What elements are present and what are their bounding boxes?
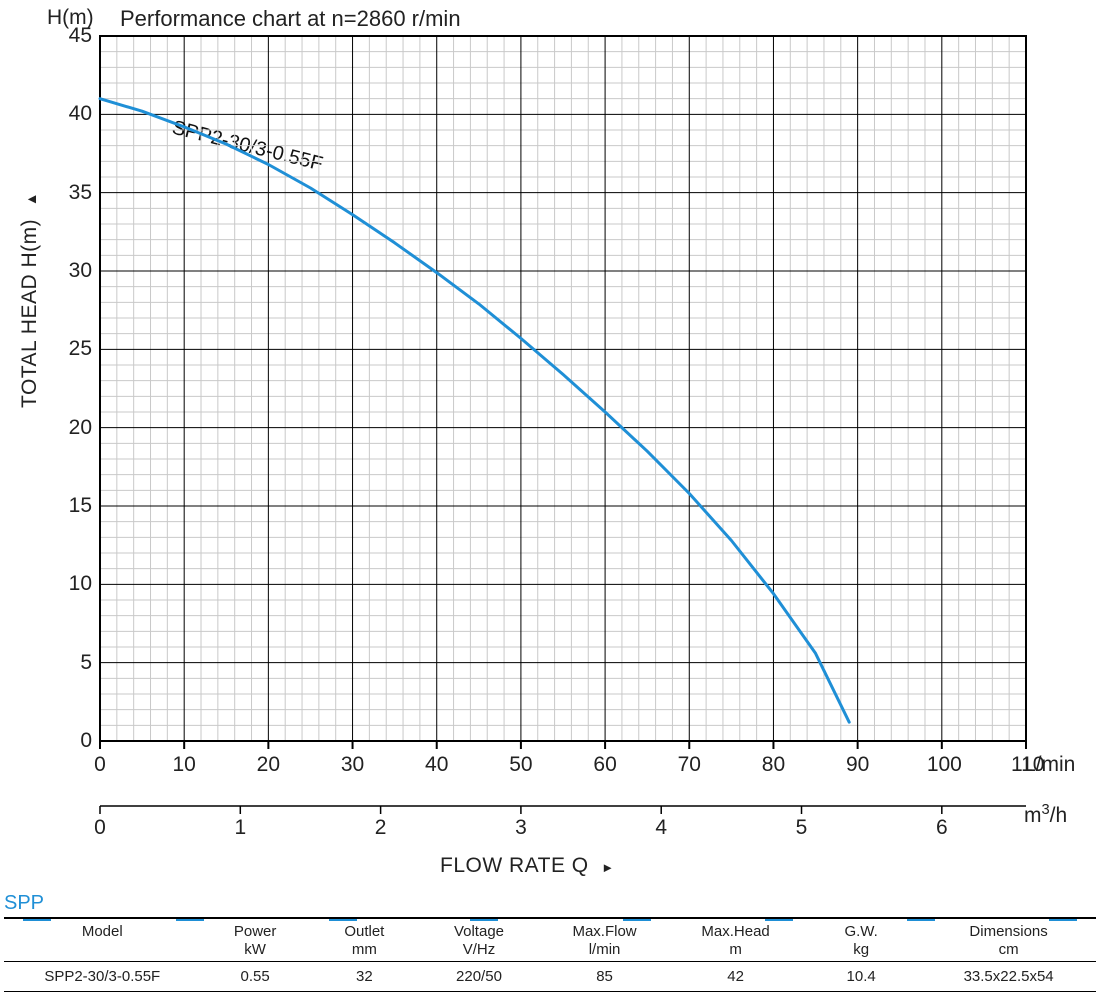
x2-tick-label: 1 [230, 816, 250, 840]
table-title: SPP [4, 892, 1096, 915]
x1-tick-label: 110 [1011, 753, 1041, 777]
y-tick-label: 10 [69, 572, 92, 596]
x2-tick-label: 3 [511, 816, 531, 840]
table-cell: 42 [670, 962, 801, 992]
page-root: H(m) Performance chart at n=2860 r/min T… [0, 0, 1101, 983]
x1-tick-label: 50 [506, 753, 536, 777]
table-header-cell: Dimensionscm [921, 919, 1096, 961]
x1-tick-label: 60 [590, 753, 620, 777]
x1-tick-label: 30 [338, 753, 368, 777]
x1-tick-label: 0 [85, 753, 115, 777]
spec-table: Model PowerkWOutletmmVoltageV/HzMax.Flow… [4, 919, 1096, 992]
x2-tick-label: 5 [792, 816, 812, 840]
table-cell: 85 [539, 962, 670, 992]
table-header-cell: Max.Flowl/min [539, 919, 670, 961]
x1-tick-label: 40 [422, 753, 452, 777]
y-tick-label: 15 [69, 494, 92, 518]
performance-chart [0, 0, 1101, 880]
spec-table-section: SPP Model PowerkWOutletmmVoltageV/HzMax.… [4, 892, 1096, 992]
x1-tick-label: 70 [674, 753, 704, 777]
x1-tick-label: 20 [253, 753, 283, 777]
table-cell: 0.55 [201, 962, 310, 992]
y-tick-label: 40 [69, 102, 92, 126]
table-cell: 220/50 [419, 962, 539, 992]
table-cell: SPP2-30/3-0.55F [4, 962, 201, 992]
x2-tick-label: 6 [932, 816, 952, 840]
table-header-cell: Outletmm [310, 919, 419, 961]
y-tick-label: 5 [80, 651, 92, 675]
y-tick-label: 25 [69, 337, 92, 361]
y-tick-label: 30 [69, 259, 92, 283]
y-tick-label: 45 [69, 24, 92, 48]
x1-tick-label: 10 [169, 753, 199, 777]
y-tick-label: 20 [69, 416, 92, 440]
spec-table-body: SPP2-30/3-0.55F0.5532220/50854210.433.5x… [4, 962, 1096, 992]
table-cell: 33.5x22.5x54 [921, 962, 1096, 992]
table-header-row: Model PowerkWOutletmmVoltageV/HzMax.Flow… [4, 919, 1096, 961]
table-row: SPP2-30/3-0.55F0.5532220/50854210.433.5x… [4, 962, 1096, 992]
table-header-cell: VoltageV/Hz [419, 919, 539, 961]
y-tick-label: 0 [80, 729, 92, 753]
table-cell: 32 [310, 962, 419, 992]
table-top-rule [4, 917, 1096, 919]
table-cell: 10.4 [801, 962, 921, 992]
x2-tick-label: 2 [371, 816, 391, 840]
spec-table-head: Model PowerkWOutletmmVoltageV/HzMax.Flow… [4, 919, 1096, 962]
table-header-cell: G.W.kg [801, 919, 921, 961]
x1-tick-label: 100 [927, 753, 957, 777]
table-header-cell: Max.Headm [670, 919, 801, 961]
x2-tick-label: 0 [90, 816, 110, 840]
x1-tick-label: 90 [843, 753, 873, 777]
x2-unit-label: m3/h [1024, 802, 1067, 828]
table-header-cell: Model [4, 919, 201, 961]
table-header-cell: PowerkW [201, 919, 310, 961]
x1-tick-label: 80 [758, 753, 788, 777]
y-tick-label: 35 [69, 181, 92, 205]
x2-tick-label: 4 [651, 816, 671, 840]
